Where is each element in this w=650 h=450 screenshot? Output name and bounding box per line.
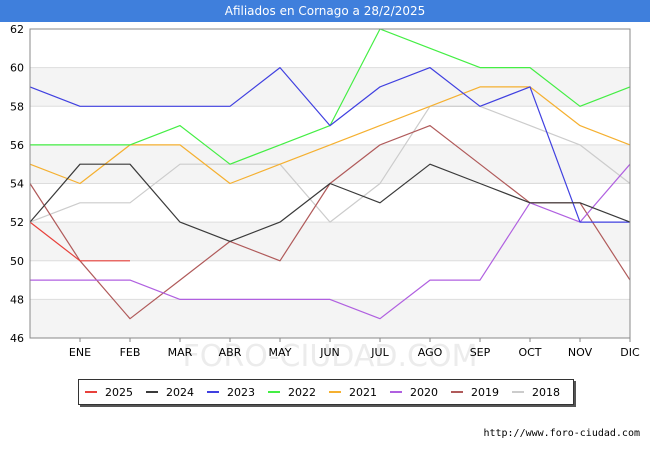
x-tick-label: DIC xyxy=(620,346,640,359)
x-tick-label: MAR xyxy=(168,346,193,359)
y-tick-label: 56 xyxy=(10,139,24,152)
series-line-2024 xyxy=(29,163,631,242)
series-line-2018 xyxy=(29,105,631,223)
legend-label-2019: 2019 xyxy=(471,386,499,399)
series-line-2023 xyxy=(29,66,630,223)
watermark-text: FORO-CIUDAD.COM xyxy=(183,339,478,374)
series-line-2025 xyxy=(29,221,130,262)
y-tick-label: 60 xyxy=(10,62,24,75)
legend-label-2025: 2025 xyxy=(105,386,133,399)
grid-band xyxy=(30,299,630,338)
y-tick-label: 50 xyxy=(10,255,24,268)
legend-label-2021: 2021 xyxy=(349,386,377,399)
legend-label-2024: 2024 xyxy=(166,386,194,399)
footer-url[interactable]: http://www.foro-ciudad.com xyxy=(483,428,640,439)
y-tick-label: 48 xyxy=(10,293,24,306)
legend: 2025 2024 2023 2022 2021 2020 2019 2018 xyxy=(78,379,574,405)
x-tick-label: NOV xyxy=(568,346,593,359)
grid-band xyxy=(30,67,630,107)
x-tick-label: SEP xyxy=(470,346,491,359)
chart-title: Afiliados en Cornago a 28/2/2025 xyxy=(0,0,650,22)
y-tick-label: 58 xyxy=(10,100,24,113)
y-tick-label: 52 xyxy=(10,216,24,229)
y-tick-label: 62 xyxy=(10,23,24,36)
y-tick-label: 46 xyxy=(10,332,24,345)
x-tick-label: FEB xyxy=(120,346,141,359)
legend-label-2020: 2020 xyxy=(410,386,438,399)
legend-label-2023: 2023 xyxy=(227,386,255,399)
grid-band xyxy=(30,222,630,261)
x-tick-label: OCT xyxy=(518,346,541,359)
x-tick-label: MAY xyxy=(269,346,292,359)
x-tick-label: JUL xyxy=(370,346,389,359)
y-tick-label: 54 xyxy=(10,178,24,191)
x-tick-label: AGO xyxy=(418,346,443,359)
x-tick-label: ABR xyxy=(219,346,242,359)
x-tick-label: JUN xyxy=(319,346,340,359)
legend-label-2018: 2018 xyxy=(532,386,560,399)
x-tick-label: ENE xyxy=(69,346,91,359)
legend-label-2022: 2022 xyxy=(288,386,316,399)
